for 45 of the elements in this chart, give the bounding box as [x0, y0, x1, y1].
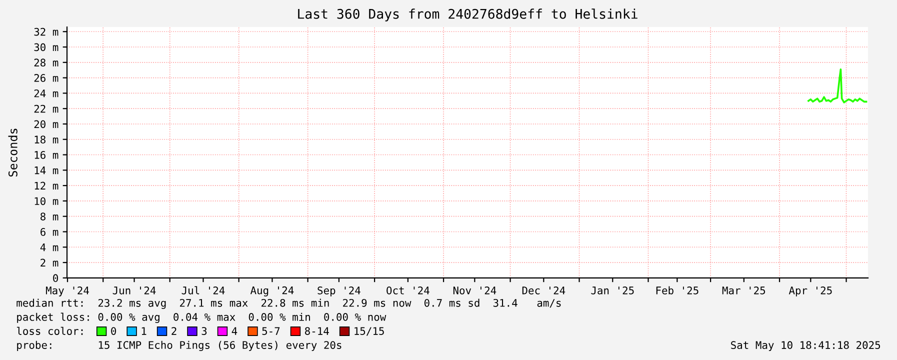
y-tick-label: 32 m	[34, 28, 58, 36]
line-series	[808, 68, 868, 104]
y-tick-label: 26 m	[34, 74, 58, 82]
y-tick-label: 6 m	[40, 228, 58, 236]
x-tick-label: Feb '25	[656, 286, 698, 294]
text: median rtt: 23.2 ms avg 27.1 ms max 22.8 ms min 22.9 ms now 0.7 ms sd 31.4 am/s	[16, 298, 561, 309]
x-tick-label: Apr '25	[788, 286, 832, 296]
y-tick-label: 10 m	[34, 197, 58, 206]
y-tick-label: 28 m	[34, 58, 58, 67]
text: probe: 15 ICMP Echo Pings (56 Bytes) every 20s	[17, 340, 342, 352]
x-tick-label: Aug '24	[250, 286, 294, 296]
y-tick-label: 8 m	[40, 212, 58, 220]
y-tick-label: 18 m	[34, 136, 58, 144]
x-tick-label: Jun '24	[112, 286, 156, 294]
text: packet loss: 0.00 % avg 0.04 % max 0.00 % min 0.00 % now	[17, 312, 386, 323]
y-tick-label: 24 m	[34, 89, 58, 98]
legend-label: 0	[111, 327, 116, 335]
legend-label: 1	[142, 327, 146, 335]
legend-title: loss color:	[16, 326, 83, 335]
x-tick-label: Mar '25	[722, 286, 766, 294]
y-tick-label: 30 m	[34, 43, 58, 52]
y-tick-label: 4 m	[40, 244, 58, 252]
x-tick-label: Sep '24	[318, 286, 360, 296]
legend-label: 4	[232, 327, 238, 335]
legend-label: 8-14	[305, 327, 329, 335]
legend-label: 3	[202, 327, 207, 335]
x-tick-label: Oct '24	[386, 286, 430, 294]
x-tick-label: Jan '25	[591, 286, 634, 294]
x-tick-label: Jul '24	[182, 286, 225, 294]
x-tick-label: Nov '24	[453, 286, 496, 294]
legend-label: 5-7	[262, 327, 280, 335]
x-tick-label: Dec '24	[522, 286, 566, 294]
y-tick-label: 20 m	[34, 120, 58, 128]
legend-label: 15/15	[354, 327, 384, 336]
y-tick-label: 16 m	[34, 151, 58, 159]
y-tick-label: 14 m	[34, 166, 58, 174]
y-tick-label: 22 m	[34, 104, 58, 113]
y-axis-title: Seconds	[8, 128, 18, 177]
y-tick-label: 12 m	[34, 182, 58, 190]
x-tick-label: May '24	[46, 286, 89, 296]
text: Sat May 10 18:41:18 2025	[731, 341, 880, 352]
chart-title: Last 360 Days from 2402768d9eff to Helsinki	[298, 8, 638, 22]
y-tick-label: 2 m	[40, 258, 58, 267]
y-tick-label: 0	[53, 274, 58, 282]
legend-label: 2	[172, 327, 176, 335]
